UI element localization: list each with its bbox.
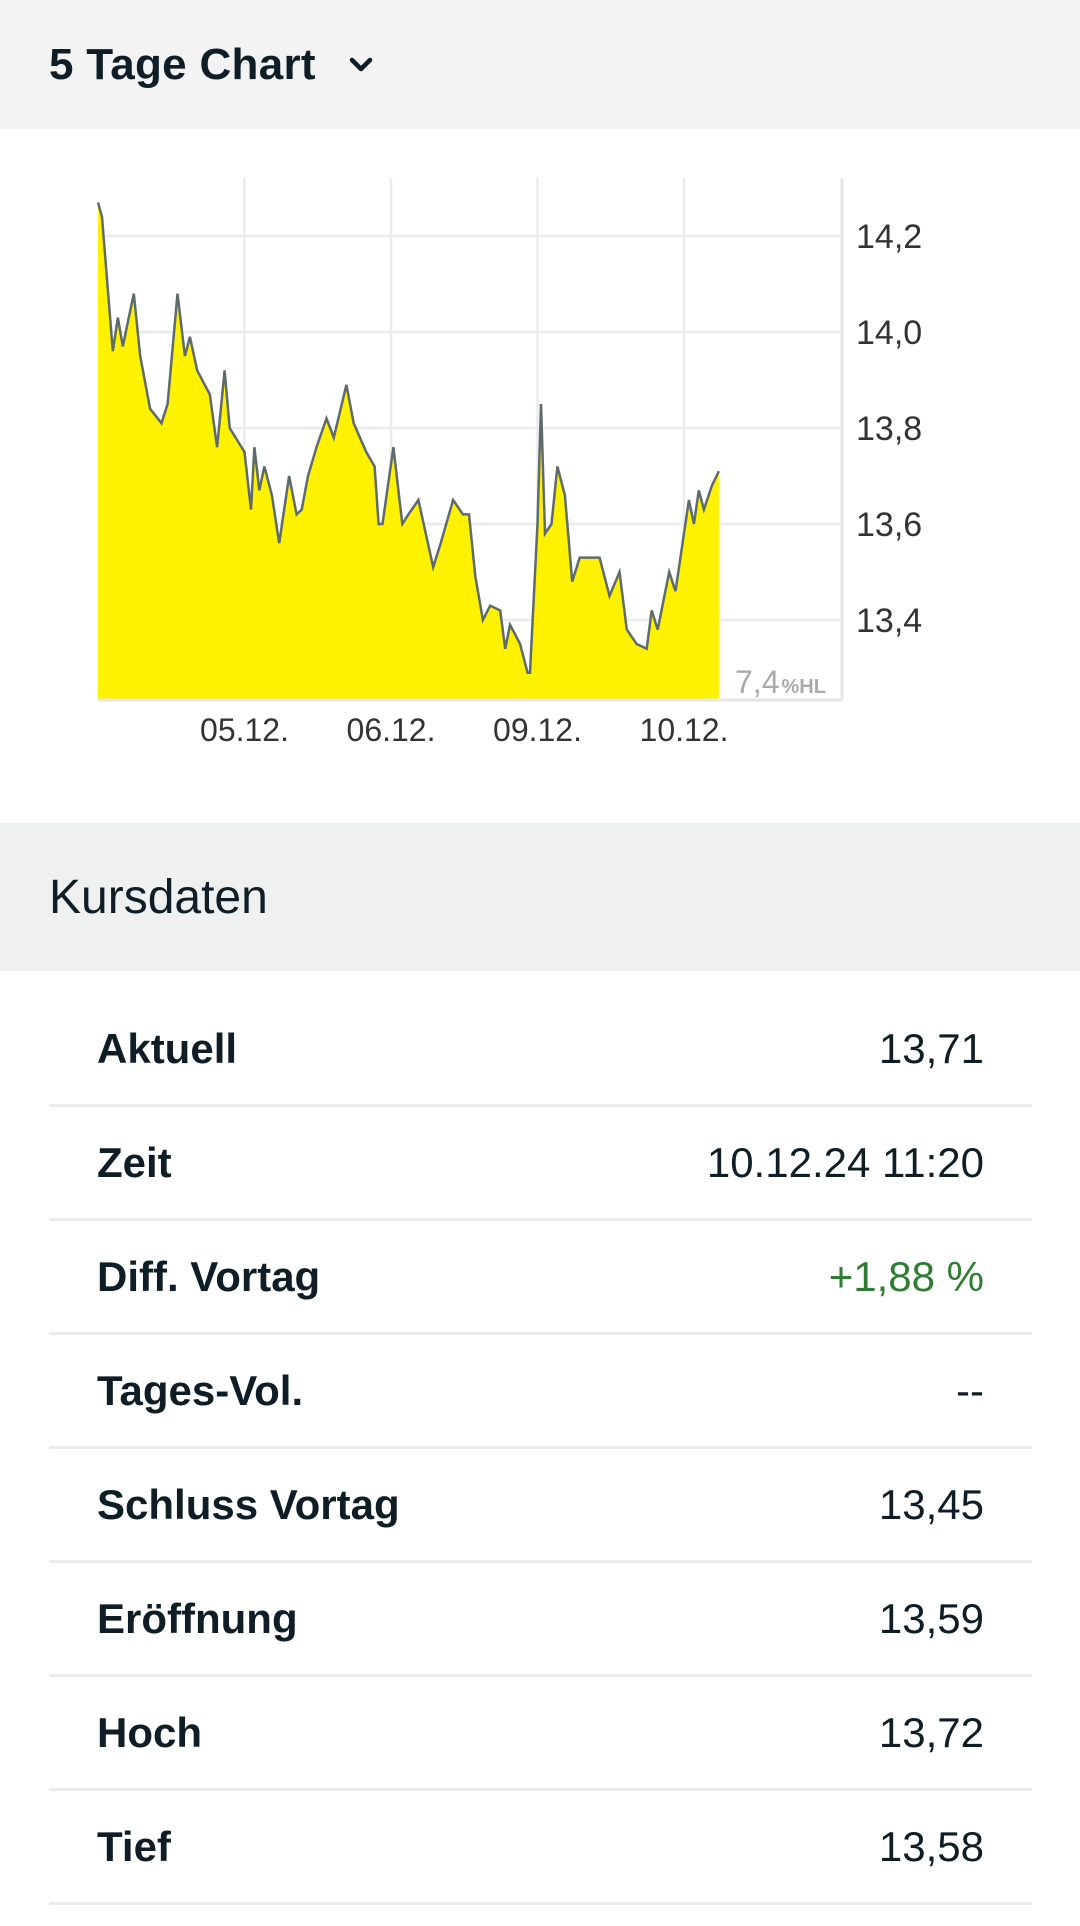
row-value: 10.12.24 11:20 — [706, 1138, 984, 1186]
x-tick-label: 10.12. — [640, 712, 729, 748]
row-value: 13,71 — [878, 1024, 984, 1072]
price-area — [98, 202, 719, 700]
table-row: Eröffnung 13,59 — [49, 1563, 1032, 1677]
row-value: -- — [956, 1366, 984, 1414]
y-tick-label: 14,0 — [856, 314, 922, 352]
row-value: +1,88 % — [828, 1252, 984, 1300]
row-label: Aktuell — [97, 1024, 238, 1072]
kursdaten-table: Aktuell 13,71 Zeit 10.12.24 11:20 Diff. Vo… — [49, 993, 1032, 1905]
table-row: Hoch 13,72 — [49, 1677, 1032, 1791]
y-tick-label: 13,8 — [856, 410, 922, 448]
row-label: Diff. Vortag — [97, 1252, 321, 1300]
y-tick-label: 13,4 — [856, 602, 922, 640]
x-tick-label: 05.12. — [200, 712, 289, 748]
y-tick-label: 14,2 — [856, 218, 922, 256]
five-day-chart: 14,2 14,0 13,8 13,6 13,4 05.12. 06.12. 09.12. 1… — [96, 178, 922, 748]
row-label: Eröffnung — [97, 1594, 298, 1642]
chart-period-header[interactable]: 5 Tage Chart — [0, 0, 1080, 129]
row-label: Tages-Vol. — [97, 1366, 304, 1414]
chart-period-title[interactable]: 5 Tage Chart — [49, 39, 316, 89]
table-row: Schluss Vortag 13,45 — [49, 1449, 1032, 1563]
row-label: Schluss Vortag — [97, 1480, 400, 1528]
price-line — [96, 202, 721, 675]
row-value: 13,59 — [878, 1594, 984, 1642]
kursdaten-title: Kursdaten — [49, 870, 268, 924]
row-value: 13,45 — [878, 1480, 984, 1528]
row-label: Tief — [97, 1822, 171, 1870]
table-row: Diff. Vortag +1,88 % — [49, 1221, 1032, 1335]
x-tick-label: 06.12. — [347, 712, 436, 748]
table-row: Zeit 10.12.24 11:20 — [49, 1107, 1032, 1221]
table-row: Aktuell 13,71 — [49, 993, 1032, 1107]
row-value: 13,72 — [878, 1708, 984, 1756]
table-row: Tages-Vol. -- — [49, 1335, 1032, 1449]
x-tick-label: 09.12. — [493, 712, 582, 748]
range-label: 7,4 %HL — [735, 664, 826, 700]
chevron-down-icon[interactable] — [346, 50, 376, 80]
kursdaten-header: Kursdaten — [0, 823, 1080, 971]
row-value: 13,58 — [878, 1822, 984, 1870]
row-label: Zeit — [97, 1138, 172, 1186]
table-row: Tief 13,58 — [49, 1791, 1032, 1905]
row-label: Hoch — [97, 1708, 202, 1756]
y-tick-label: 13,6 — [856, 506, 922, 544]
